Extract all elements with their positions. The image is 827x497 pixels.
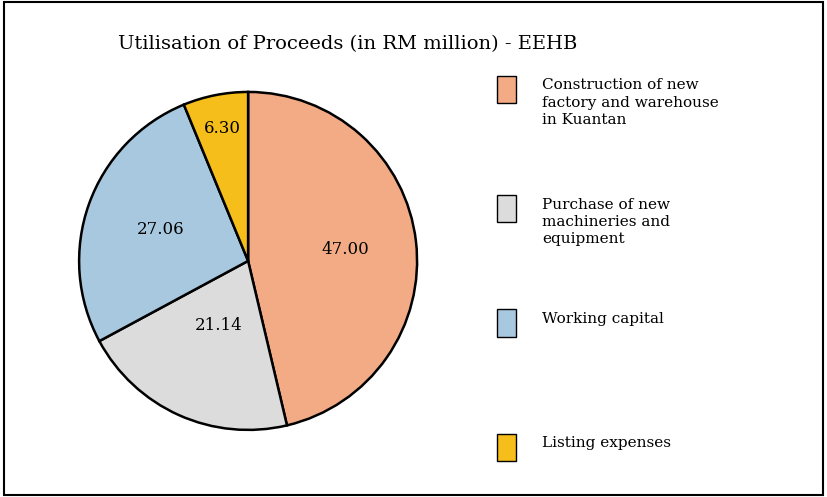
FancyBboxPatch shape <box>497 195 516 223</box>
Text: Purchase of new
machineries and
equipment: Purchase of new machineries and equipmen… <box>543 198 670 246</box>
Text: 27.06: 27.06 <box>136 221 184 238</box>
Wedge shape <box>79 105 248 341</box>
Text: 6.30: 6.30 <box>203 120 241 137</box>
Wedge shape <box>248 92 417 425</box>
Wedge shape <box>99 261 287 430</box>
Text: 21.14: 21.14 <box>195 317 243 334</box>
Wedge shape <box>184 92 248 261</box>
Text: Working capital: Working capital <box>543 312 664 326</box>
Text: Listing expenses: Listing expenses <box>543 436 672 450</box>
Text: Utilisation of Proceeds (in RM million) - EEHB: Utilisation of Proceeds (in RM million) … <box>117 35 577 53</box>
FancyBboxPatch shape <box>497 76 516 103</box>
FancyBboxPatch shape <box>497 309 516 337</box>
Text: 47.00: 47.00 <box>322 241 370 258</box>
Text: Construction of new
factory and warehouse
in Kuantan: Construction of new factory and warehous… <box>543 78 719 127</box>
FancyBboxPatch shape <box>497 433 516 461</box>
